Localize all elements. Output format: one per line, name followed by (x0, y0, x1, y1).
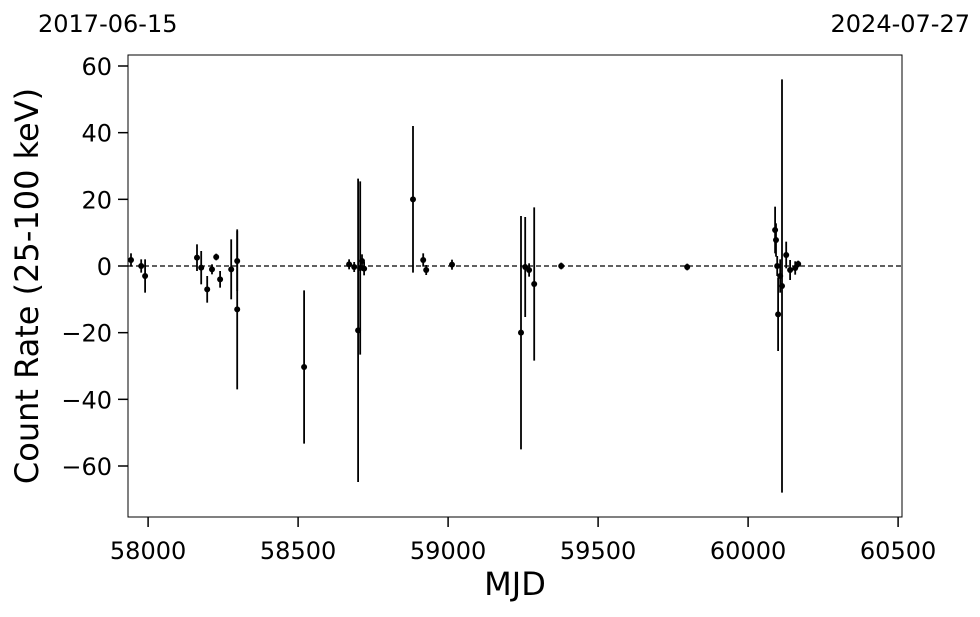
data-point (209, 266, 215, 273)
data-point (423, 267, 430, 273)
data-point (301, 364, 308, 370)
y-tick-label: 40 (81, 120, 112, 148)
data-point (138, 263, 145, 269)
data-point (346, 261, 353, 268)
x-tick-label: 58000 (110, 537, 186, 565)
data-point (213, 254, 220, 260)
data-point (779, 283, 785, 289)
x-tick-label: 59000 (410, 537, 486, 565)
data-point (518, 329, 524, 336)
data-point (775, 311, 782, 318)
y-tick-label: 60 (81, 53, 112, 81)
top-right-label: 2024-07-27 (831, 10, 970, 38)
y-axis-label: Count Rate (25-100 keV) (8, 88, 46, 484)
data-point (361, 265, 368, 272)
data-point (420, 257, 427, 263)
data-point (795, 261, 802, 267)
top-left-label: 2017-06-15 (38, 10, 177, 38)
data-point (774, 263, 781, 269)
plot-frame (127, 54, 903, 518)
x-tick-label: 60500 (860, 537, 936, 565)
data-point (558, 263, 565, 269)
y-tick-label: −20 (61, 320, 112, 348)
data-point (142, 273, 149, 279)
x-tick-label: 60000 (710, 537, 786, 565)
y-tick-label: −40 (61, 386, 112, 414)
x-axis-label: MJD (484, 565, 546, 603)
data-point (783, 252, 790, 258)
data-point (531, 281, 538, 287)
x-tick-label: 58500 (260, 537, 336, 565)
y-tick-label: −60 (61, 453, 112, 481)
data-point (217, 276, 224, 283)
data-point (194, 254, 200, 261)
data-point (773, 237, 779, 243)
data-point (198, 264, 205, 271)
data-point (351, 264, 358, 270)
data-point (204, 286, 211, 293)
data-point (449, 261, 455, 268)
y-tick-label: 0 (97, 253, 112, 281)
data-point (526, 267, 533, 273)
data-point (410, 196, 416, 203)
data-point (128, 257, 134, 263)
y-tick-label: 20 (81, 186, 112, 214)
data-point (684, 264, 691, 270)
data-point (787, 267, 794, 273)
x-tick-label: 59500 (560, 537, 636, 565)
data-point (234, 306, 241, 313)
data-point (228, 266, 235, 273)
